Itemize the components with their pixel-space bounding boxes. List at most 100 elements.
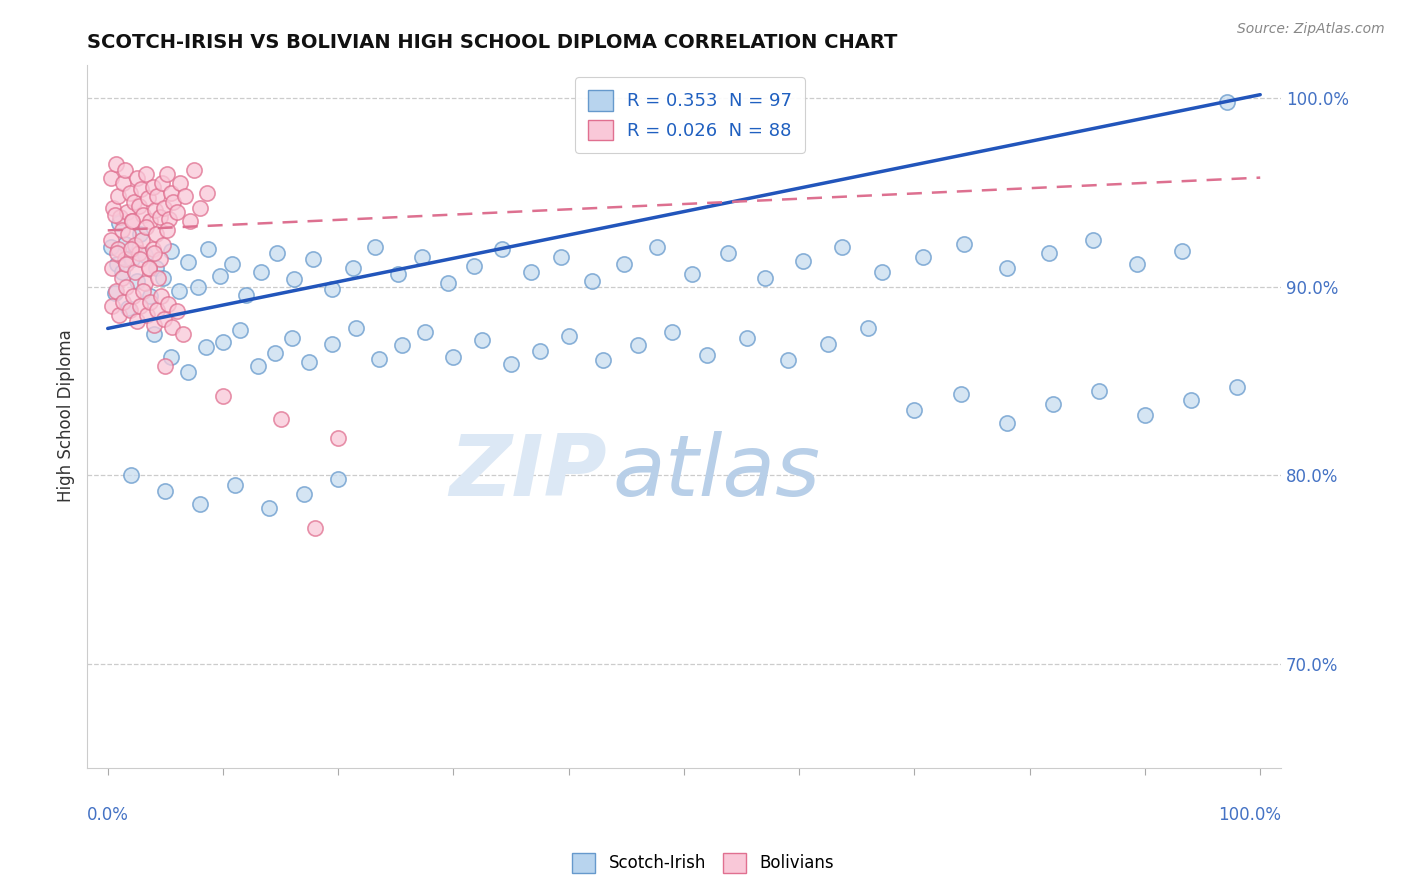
Point (266, 246, 288, 260)
Point (143, 202, 166, 217)
Point (367, 351, 389, 366)
Point (953, 236, 976, 251)
Point (737, 331, 759, 345)
Point (1216, 95, 1239, 110)
Point (139, 214, 162, 228)
Point (132, 284, 155, 298)
Point (155, 167, 177, 181)
Point (172, 327, 194, 342)
Point (114, 236, 136, 251)
Point (995, 261, 1018, 276)
Point (129, 252, 152, 266)
Point (120, 242, 142, 256)
Point (103, 201, 125, 215)
Point (387, 267, 409, 281)
Point (1133, 408, 1156, 422)
Point (124, 238, 146, 252)
Point (177, 255, 200, 269)
Point (491, 242, 513, 256)
Point (132, 208, 155, 222)
Point (1126, 257, 1149, 271)
Legend: Scotch-Irish, Bolivians: Scotch-Irish, Bolivians (565, 847, 841, 880)
Point (160, 186, 183, 200)
Point (661, 325, 683, 339)
Point (107, 242, 129, 256)
Point (911, 250, 934, 264)
Point (150, 176, 173, 190)
Point (257, 500, 280, 515)
Point (471, 333, 494, 347)
Point (529, 344, 551, 359)
Point (111, 176, 134, 190)
Point (110, 270, 132, 285)
Point (104, 157, 127, 171)
Point (120, 468, 142, 483)
Point (858, 321, 880, 335)
Point (270, 412, 292, 426)
Point (229, 323, 252, 337)
Point (104, 285, 127, 300)
Point (364, 240, 387, 254)
Point (304, 521, 326, 535)
Point (114, 252, 136, 266)
Point (188, 497, 211, 511)
Point (149, 252, 172, 266)
Point (129, 299, 152, 313)
Point (413, 325, 436, 339)
Point (129, 227, 152, 242)
Point (212, 389, 235, 403)
Point (142, 246, 165, 260)
Point (831, 240, 853, 254)
Point (188, 201, 211, 215)
Point (903, 402, 925, 417)
Point (108, 216, 131, 230)
Point (145, 227, 167, 242)
Point (110, 265, 132, 279)
Point (221, 257, 243, 271)
Point (696, 348, 718, 362)
Point (139, 289, 162, 303)
Point (118, 302, 141, 317)
Point (183, 163, 205, 178)
Point (135, 308, 157, 322)
Point (121, 214, 143, 228)
Point (152, 270, 174, 285)
Point (100, 240, 122, 254)
Point (995, 416, 1018, 430)
Point (208, 268, 231, 283)
Point (776, 353, 799, 368)
Point (117, 204, 139, 219)
Point (174, 189, 197, 203)
Point (949, 387, 972, 401)
Point (114, 163, 136, 178)
Point (118, 186, 141, 200)
Point (104, 208, 127, 222)
Text: SCOTCH-IRISH VS BOLIVIAN HIGH SCHOOL DIPLOMA CORRELATION CHART: SCOTCH-IRISH VS BOLIVIAN HIGH SCHOOL DIP… (87, 33, 897, 52)
Point (627, 338, 650, 352)
Point (167, 284, 190, 298)
Point (128, 246, 150, 260)
Point (557, 329, 579, 343)
Point (463, 259, 485, 273)
Point (298, 355, 321, 369)
Point (1042, 397, 1064, 411)
Point (1180, 393, 1202, 408)
Point (592, 353, 614, 368)
Point (110, 211, 132, 225)
Point (194, 340, 217, 354)
Point (281, 331, 304, 345)
Point (177, 365, 200, 379)
Point (121, 252, 143, 266)
Point (501, 357, 523, 371)
Point (101, 299, 124, 313)
Point (101, 261, 124, 276)
Point (136, 191, 159, 205)
Point (235, 287, 257, 301)
Point (117, 301, 139, 315)
Text: Source: ZipAtlas.com: Source: ZipAtlas.com (1237, 22, 1385, 37)
Point (115, 257, 138, 271)
Y-axis label: High School Diploma: High School Diploma (58, 330, 75, 502)
Point (155, 483, 177, 498)
Point (121, 214, 143, 228)
Point (125, 314, 148, 328)
